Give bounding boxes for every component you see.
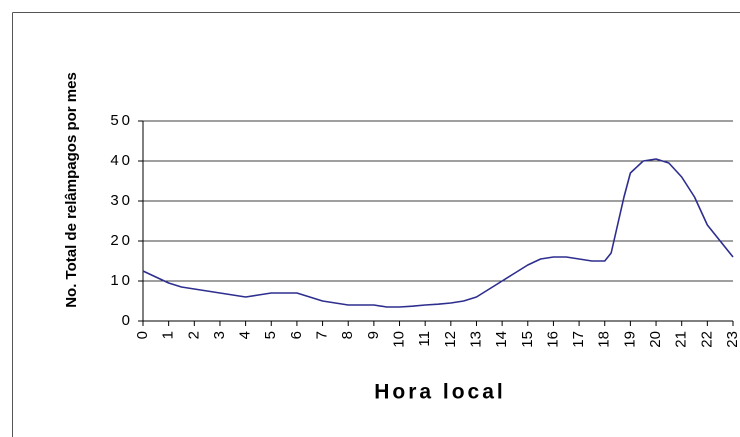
y-axis-title: No. Total de relâmpagos por mes [63,72,80,308]
x-tick-label: 22 [698,331,715,348]
x-tick-label: 10 [390,331,407,348]
x-tick-label: 12 [442,331,459,348]
data-line [142,158,734,308]
y-tick-label: 0 [122,312,133,329]
x-tick-label: 5 [262,331,279,339]
x-tick-label: 9 [365,331,382,339]
y-tick-label: 50 [110,112,133,129]
x-tick-label: 18 [596,331,613,348]
x-tick-label: 21 [673,331,690,348]
x-tick-label: 14 [493,331,510,348]
x-tick-label: 23 [724,331,740,348]
x-tick-label: 15 [519,331,536,348]
y-tick-label: 40 [110,152,133,169]
x-tick-label: 8 [339,331,356,339]
x-tick-label: 17 [570,331,587,348]
x-tick-label: 20 [647,331,664,348]
x-tick-label: 4 [237,331,254,339]
x-tick-label: 1 [160,331,177,339]
x-tick-label: 11 [416,331,433,347]
x-axis-title: Hora local [374,381,506,404]
x-tick-label: 0 [134,331,151,339]
x-tick-label: 13 [467,331,484,348]
x-tick-label: 2 [185,331,202,339]
x-tick-label: 16 [544,331,561,348]
x-tick-label: 6 [288,331,305,339]
x-tick-label: 3 [211,331,228,339]
y-tick-label: 20 [110,232,133,249]
x-tick-label: 19 [621,331,638,348]
x-tick-label: 7 [314,331,331,339]
y-tick-label: 30 [110,192,133,209]
y-tick-label: 10 [110,272,133,289]
